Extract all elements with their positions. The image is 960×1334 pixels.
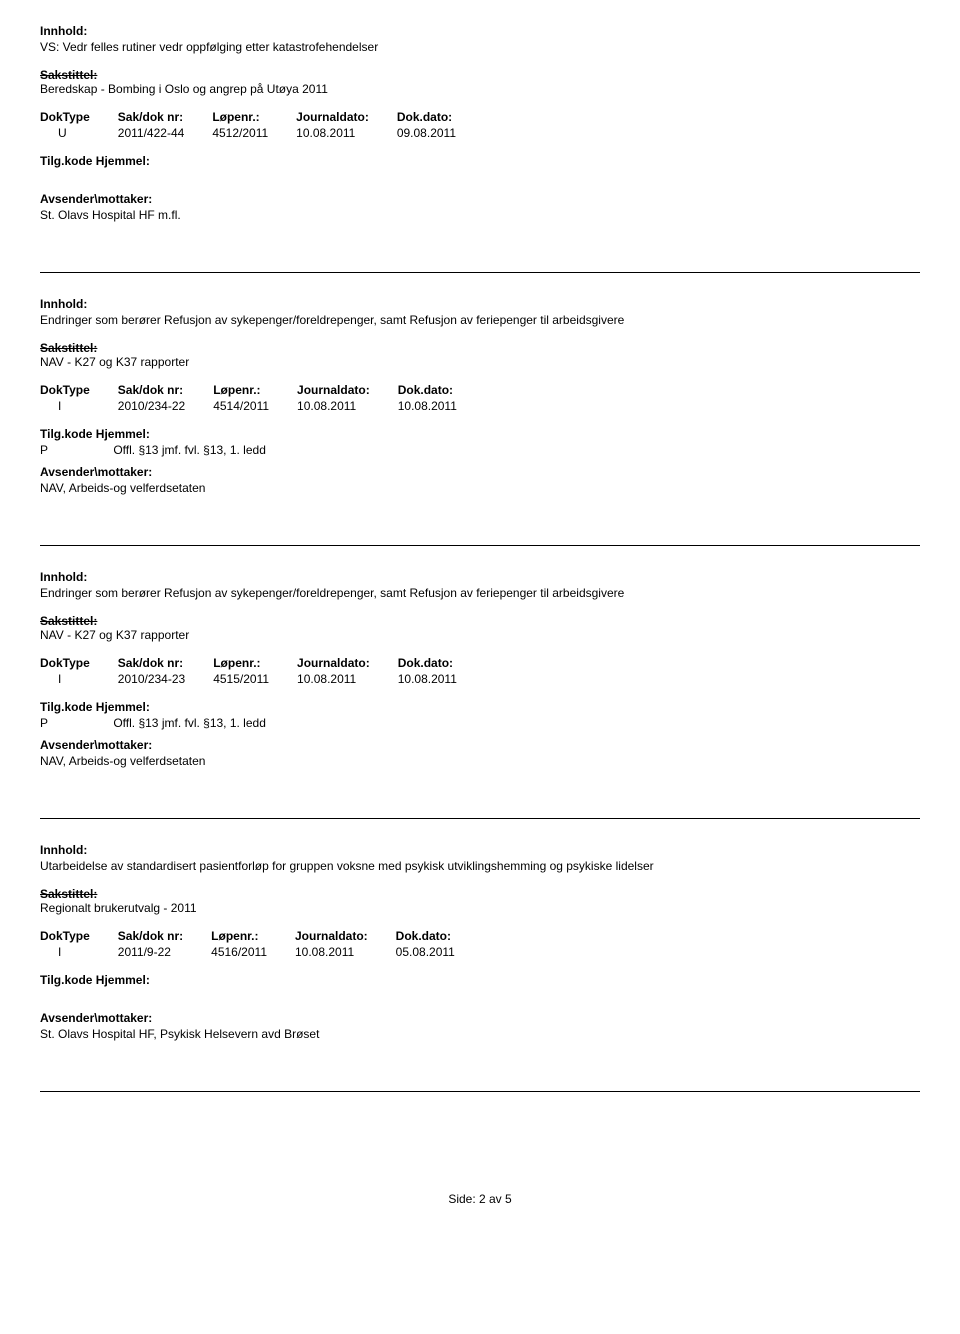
record-columns: DokType Sak/dok nr: Løpenr.: Journaldato…: [40, 383, 485, 413]
journal-record: Innhold: Endringer som berører Refusjon …: [40, 570, 920, 768]
tilgkode-label: Tilg.kode: [40, 427, 92, 441]
col-doktype-header: DokType: [40, 656, 118, 672]
tilgkode-hjemmel-label: Tilg.kode Hjemmel:: [40, 427, 920, 441]
col-journaldato-header: Journaldato:: [297, 656, 398, 672]
record-divider: [40, 818, 920, 819]
col-journaldato-value: 10.08.2011: [297, 399, 398, 413]
hjemmel-label: Hjemmel:: [96, 973, 150, 987]
col-sakdok-header: Sak/dok nr:: [118, 656, 213, 672]
col-doktype-value: I: [40, 399, 118, 413]
col-journaldato-value: 10.08.2011: [295, 945, 396, 959]
tilgkode-label: Tilg.kode: [40, 154, 92, 168]
tilgkode-hjemmel-value: P Offl. §13 jmf. fvl. §13, 1. ledd: [40, 443, 920, 457]
tilgkode-label: Tilg.kode: [40, 700, 92, 714]
journal-record: Innhold: Utarbeidelse av standardisert p…: [40, 843, 920, 1041]
col-sakdok-value: 2011/422-44: [118, 126, 213, 140]
col-sakdok-header: Sak/dok nr:: [118, 110, 213, 126]
sakstittel-label: Sakstittel:: [40, 68, 920, 82]
col-journaldato-header: Journaldato:: [296, 110, 397, 126]
record-divider: [40, 1091, 920, 1092]
hjemmel-label: Hjemmel:: [96, 154, 150, 168]
col-lopenr-header: Løpenr.:: [213, 383, 297, 399]
col-lopenr-header: Løpenr.:: [211, 929, 295, 945]
tilgkode-hjemmel-label: Tilg.kode Hjemmel:: [40, 973, 920, 987]
col-lopenr-value: 4512/2011: [212, 126, 296, 140]
innhold-value: VS: Vedr felles rutiner vedr oppfølging …: [40, 40, 920, 54]
avsender-value: St. Olavs Hospital HF m.fl.: [40, 208, 920, 222]
col-dokdato-value: 05.08.2011: [396, 945, 483, 959]
col-lopenr-header: Løpenr.:: [212, 110, 296, 126]
col-lopenr-value: 4515/2011: [213, 672, 297, 686]
innhold-value: Endringer som berører Refusjon av sykepe…: [40, 586, 920, 600]
col-journaldato-value: 10.08.2011: [296, 126, 397, 140]
col-dokdato-value: 10.08.2011: [398, 399, 485, 413]
innhold-label: Innhold:: [40, 843, 920, 857]
col-dokdato-value: 10.08.2011: [398, 672, 485, 686]
col-doktype-value: U: [40, 126, 118, 140]
hjemmel-label: Hjemmel:: [96, 427, 150, 441]
hjemmel-label: Hjemmel:: [96, 700, 150, 714]
col-sakdok-header: Sak/dok nr:: [118, 383, 213, 399]
col-sakdok-value: 2010/234-22: [118, 399, 213, 413]
avsender-label: Avsender\mottaker:: [40, 192, 920, 206]
col-dokdato-header: Dok.dato:: [398, 656, 485, 672]
tilgkode-hjemmel-label: Tilg.kode Hjemmel:: [40, 700, 920, 714]
innhold-value: Endringer som berører Refusjon av sykepe…: [40, 313, 920, 327]
col-doktype-value: I: [40, 945, 118, 959]
col-lopenr-header: Løpenr.:: [213, 656, 297, 672]
avsender-value: St. Olavs Hospital HF, Psykisk Helsevern…: [40, 1027, 920, 1041]
col-journaldato-value: 10.08.2011: [297, 672, 398, 686]
sakstittel-label: Sakstittel:: [40, 341, 920, 355]
col-dokdato-header: Dok.dato:: [396, 929, 483, 945]
col-lopenr-value: 4514/2011: [213, 399, 297, 413]
tilgkode-value: P: [40, 443, 72, 457]
innhold-label: Innhold:: [40, 24, 920, 38]
hjemmel-value: Offl. §13 jmf. fvl. §13, 1. ledd: [75, 443, 266, 457]
col-doktype-value: I: [40, 672, 118, 686]
col-doktype-header: DokType: [40, 383, 118, 399]
tilgkode-label: Tilg.kode: [40, 973, 92, 987]
journal-record: Innhold: VS: Vedr felles rutiner vedr op…: [40, 24, 920, 222]
journal-record: Innhold: Endringer som berører Refusjon …: [40, 297, 920, 495]
avsender-label: Avsender\mottaker:: [40, 1011, 920, 1025]
col-sakdok-value: 2011/9-22: [118, 945, 211, 959]
tilgkode-hjemmel-label: Tilg.kode Hjemmel:: [40, 154, 920, 168]
col-dokdato-value: 09.08.2011: [397, 126, 484, 140]
record-divider: [40, 545, 920, 546]
col-journaldato-header: Journaldato:: [297, 383, 398, 399]
record-columns: DokType Sak/dok nr: Løpenr.: Journaldato…: [40, 929, 483, 959]
col-doktype-header: DokType: [40, 929, 118, 945]
col-sakdok-header: Sak/dok nr:: [118, 929, 211, 945]
col-sakdok-value: 2010/234-23: [118, 672, 213, 686]
sakstittel-label: Sakstittel:: [40, 887, 920, 901]
avsender-label: Avsender\mottaker:: [40, 738, 920, 752]
record-columns: DokType Sak/dok nr: Løpenr.: Journaldato…: [40, 656, 485, 686]
tilgkode-hjemmel-value: P Offl. §13 jmf. fvl. §13, 1. ledd: [40, 716, 920, 730]
col-journaldato-header: Journaldato:: [295, 929, 396, 945]
sakstittel-label: Sakstittel:: [40, 614, 920, 628]
col-doktype-header: DokType: [40, 110, 118, 126]
sakstittel-value: Beredskap - Bombing i Oslo og angrep på …: [40, 82, 920, 96]
tilgkode-value: P: [40, 716, 72, 730]
avsender-value: NAV, Arbeids-og velferdsetaten: [40, 754, 920, 768]
col-dokdato-header: Dok.dato:: [398, 383, 485, 399]
innhold-label: Innhold:: [40, 570, 920, 584]
innhold-label: Innhold:: [40, 297, 920, 311]
hjemmel-value: Offl. §13 jmf. fvl. §13, 1. ledd: [75, 716, 266, 730]
col-lopenr-value: 4516/2011: [211, 945, 295, 959]
record-divider: [40, 272, 920, 273]
sakstittel-value: NAV - K27 og K37 rapporter: [40, 628, 920, 642]
avsender-label: Avsender\mottaker:: [40, 465, 920, 479]
innhold-value: Utarbeidelse av standardisert pasientfor…: [40, 859, 920, 873]
sakstittel-value: NAV - K27 og K37 rapporter: [40, 355, 920, 369]
record-columns: DokType Sak/dok nr: Løpenr.: Journaldato…: [40, 110, 484, 140]
avsender-value: NAV, Arbeids-og velferdsetaten: [40, 481, 920, 495]
page-footer: Side: 2 av 5: [40, 1192, 920, 1206]
col-dokdato-header: Dok.dato:: [397, 110, 484, 126]
sakstittel-value: Regionalt brukerutvalg - 2011: [40, 901, 920, 915]
